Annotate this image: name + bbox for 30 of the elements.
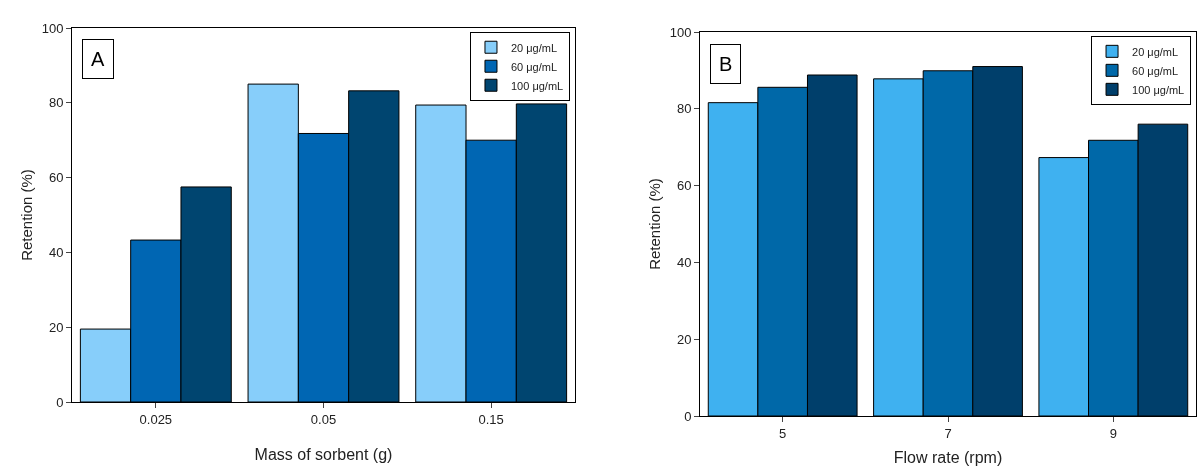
legend-label: 100 μg/mL	[1132, 83, 1185, 96]
legend-label: 100 μg/mL	[510, 79, 564, 92]
legend-label: 20 μg/mL	[510, 41, 558, 54]
y-tick-label: 40	[676, 254, 692, 270]
y-tick-label: 0	[56, 394, 64, 410]
y-tick-label: 20	[676, 331, 692, 347]
y-tick-label: 60	[48, 170, 64, 186]
y-tick-label: 80	[676, 101, 692, 117]
x-axis-title: Mass of sorbent (g)	[254, 446, 393, 463]
legend-label: 60 μg/mL	[1132, 64, 1179, 77]
x-axis-title: Flow rate (rpm)	[893, 449, 1003, 466]
x-tick-label: 5	[779, 425, 787, 441]
y-tick-label: 100	[669, 24, 692, 40]
y-axis-title: Retention (%)	[18, 169, 35, 261]
x-tick-label: 7	[944, 425, 952, 441]
x-tick-label: 9	[1109, 425, 1117, 441]
annotation: B	[719, 53, 733, 75]
x-tick-label: 0.15	[478, 411, 504, 427]
y-tick-label: 100	[41, 20, 64, 36]
legend-label: 20 μg/mL	[1132, 45, 1179, 58]
x-tick-label: 0.05	[310, 411, 337, 427]
y-tick-label: 20	[48, 319, 64, 335]
y-axis-title: Retention (%)	[646, 178, 663, 270]
y-tick-label: 40	[48, 244, 64, 260]
y-tick-label: 80	[48, 95, 64, 111]
legend-label: 60 μg/mL	[510, 60, 558, 73]
y-tick-label: 0	[684, 408, 692, 424]
y-tick-label: 60	[676, 178, 692, 194]
annotation: A	[91, 48, 105, 70]
x-tick-label: 0.025	[139, 411, 173, 427]
